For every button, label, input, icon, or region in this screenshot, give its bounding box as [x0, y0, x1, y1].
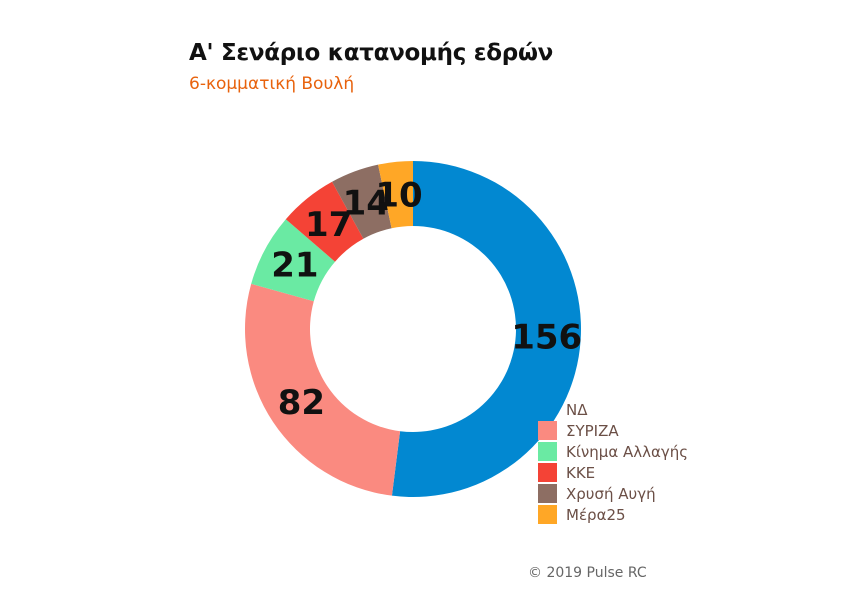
donut-segment-6 [378, 161, 413, 229]
legend-item-2: ΣΥΡΙΖΑ [538, 420, 688, 441]
legend-item-3: Κίνημα Αλλαγής [538, 441, 688, 462]
legend-swatch [538, 400, 557, 419]
chart-subtitle: 6-κομματική Βουλή [189, 74, 355, 94]
chart-legend: ΝΔ ΣΥΡΙΖΑ Κίνημα Αλλαγής ΚΚΕ Χρυσή Αυγή Μέρα2… [538, 399, 688, 525]
legend-label: Κίνημα Αλλαγής [566, 442, 689, 461]
legend-label: ΚΚΕ [566, 463, 596, 482]
legend-swatch [538, 463, 557, 482]
donut-segment-5 [332, 164, 392, 239]
segment-value-label-5: 14 [343, 183, 390, 223]
segment-value-label-2: 82 [278, 383, 325, 423]
segment-value-label-1: 156 [511, 317, 582, 357]
legend-item-4: ΚΚΕ [538, 462, 688, 483]
donut-segment-4 [285, 181, 364, 262]
legend-item-5: Χρυσή Αυγή [538, 483, 688, 504]
legend-item-6: Μέρα25 [538, 504, 688, 525]
legend-label: Μέρα25 [566, 505, 626, 524]
legend-swatch [538, 421, 557, 440]
legend-label: ΣΥΡΙΖΑ [566, 421, 619, 440]
segment-value-label-6: 10 [375, 176, 422, 216]
segment-value-label-4: 17 [305, 205, 352, 245]
chart-title: Α' Σενάριο κατανομής εδρών [189, 40, 554, 66]
legend-label: Χρυσή Αυγή [566, 484, 656, 503]
donut-segment-3 [251, 219, 336, 302]
legend-item-1: ΝΔ [538, 399, 688, 420]
legend-label: ΝΔ [566, 400, 588, 419]
chart-caption: © 2019 Pulse RC [528, 565, 647, 581]
donut-segment-1 [391, 161, 581, 497]
legend-swatch [538, 505, 557, 524]
segment-value-label-3: 21 [271, 246, 318, 286]
donut-segment-2 [244, 283, 401, 496]
legend-swatch [538, 442, 557, 461]
legend-swatch [538, 484, 557, 503]
